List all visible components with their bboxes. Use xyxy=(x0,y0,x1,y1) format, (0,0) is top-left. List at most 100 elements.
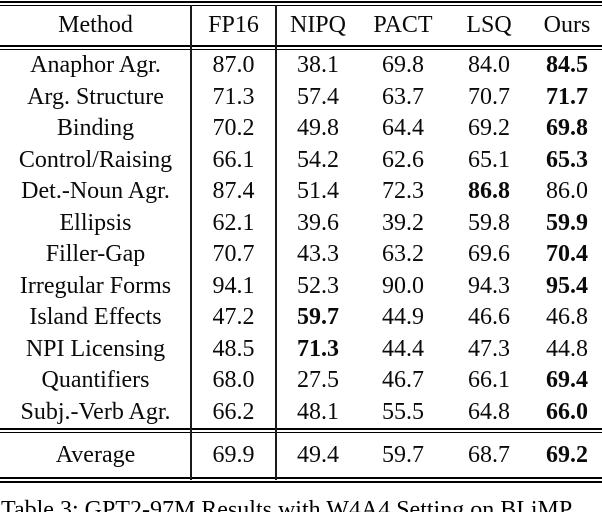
value-cell: 44.4 xyxy=(382,335,424,362)
column-header-method: Method xyxy=(58,12,133,38)
value-cell: 57.4 xyxy=(297,83,339,110)
value-cell: 87.4 xyxy=(212,178,255,204)
column-header-fp16: FP16 xyxy=(208,12,259,38)
method-cell: Control/Raising xyxy=(18,146,173,173)
method-cell: NPI Licensing xyxy=(25,335,166,362)
method-cell: Filler-Gap xyxy=(45,241,146,267)
method-cell: Island Effects xyxy=(29,304,162,330)
table-row: Arg. Structure 71.3 57.4 63.7 70.7 71.7 xyxy=(0,82,602,114)
value-cell: 51.4 xyxy=(297,178,339,204)
value-cell: 47.3 xyxy=(468,335,510,362)
value-cell: 70.2 xyxy=(212,115,255,141)
table-caption: Table 3: GPT2-97M Results with W4A4 Sett… xyxy=(1,497,576,512)
table-body: Anaphor Agr. 87.0 38.1 69.8 84.0 84.5 Ar… xyxy=(0,50,602,428)
value-cell: 44.8 xyxy=(546,335,588,362)
value-cell: 84.5 xyxy=(546,52,588,78)
value-cell: 48.1 xyxy=(297,398,339,425)
column-separator-method xyxy=(190,5,192,480)
results-table: Method FP16 NIPQ PACT LSQ Ours Anaphor A… xyxy=(0,1,602,483)
column-header-pact: PACT xyxy=(373,12,433,38)
value-cell: 39.6 xyxy=(297,209,339,236)
method-cell: Subj.-Verb Agr. xyxy=(20,398,171,425)
table-row: Filler-Gap 70.7 43.3 63.2 69.6 70.4 xyxy=(0,239,602,271)
value-cell: 66.1 xyxy=(212,146,255,173)
value-cell: 87.0 xyxy=(212,52,255,78)
table-row: Det.-Noun Agr. 87.4 51.4 72.3 86.8 86.0 xyxy=(0,176,602,208)
value-cell: 65.1 xyxy=(468,146,510,173)
value-cell: 54.2 xyxy=(297,146,339,173)
value-cell: 46.8 xyxy=(546,304,588,330)
value-cell: 68.7 xyxy=(468,442,510,468)
value-cell: 46.6 xyxy=(468,304,510,330)
method-cell: Quantifiers xyxy=(41,367,150,393)
value-cell: 63.2 xyxy=(382,241,424,267)
value-cell: 70.7 xyxy=(212,241,255,267)
value-cell: 38.1 xyxy=(297,52,339,78)
value-cell: 59.7 xyxy=(382,442,424,468)
value-cell: 69.6 xyxy=(468,241,510,267)
method-cell: Average xyxy=(55,442,136,468)
table-row: Binding 70.2 49.8 64.4 69.2 69.8 xyxy=(0,113,602,145)
value-cell: 47.2 xyxy=(212,304,255,330)
value-cell: 59.7 xyxy=(297,304,339,330)
value-cell: 68.0 xyxy=(212,367,255,393)
table-row: Ellipsis 62.1 39.6 39.2 59.8 59.9 xyxy=(0,208,602,240)
method-cell: Ellipsis xyxy=(59,209,132,236)
value-cell: 59.8 xyxy=(468,209,510,236)
table-row: Anaphor Agr. 87.0 38.1 69.8 84.0 84.5 xyxy=(0,50,602,82)
value-cell: 69.8 xyxy=(546,115,588,141)
value-cell: 72.3 xyxy=(382,178,424,204)
value-cell: 49.4 xyxy=(297,442,339,468)
column-header-ours: Ours xyxy=(543,12,591,38)
value-cell: 71.7 xyxy=(546,83,588,110)
value-cell: 70.4 xyxy=(546,241,588,267)
value-cell: 59.9 xyxy=(546,209,588,236)
method-cell: Irregular Forms xyxy=(19,272,172,299)
value-cell: 84.0 xyxy=(468,52,510,78)
method-cell: Anaphor Agr. xyxy=(30,52,161,78)
column-separator-fp16 xyxy=(275,5,277,480)
column-header-nipq: NIPQ xyxy=(289,12,346,38)
value-cell: 86.8 xyxy=(468,178,510,204)
value-cell: 66.2 xyxy=(212,398,255,425)
table-top-rule xyxy=(0,1,602,6)
table-bottom-rule xyxy=(0,477,602,483)
column-header-lsq: LSQ xyxy=(466,12,512,38)
value-cell: 39.2 xyxy=(382,209,424,236)
value-cell: 94.3 xyxy=(468,272,510,299)
value-cell: 71.3 xyxy=(212,83,255,110)
table-row: Control/Raising 66.1 54.2 62.6 65.1 65.3 xyxy=(0,145,602,177)
value-cell: 64.8 xyxy=(468,398,510,425)
value-cell: 95.4 xyxy=(546,272,588,299)
table-row: NPI Licensing 48.5 71.3 44.4 47.3 44.8 xyxy=(0,334,602,366)
header-divider-rule xyxy=(0,45,602,50)
value-cell: 62.6 xyxy=(382,146,424,173)
value-cell: 44.9 xyxy=(382,304,424,330)
value-cell: 48.5 xyxy=(212,335,255,362)
value-cell: 52.3 xyxy=(297,272,339,299)
value-cell: 64.4 xyxy=(382,115,424,141)
average-row: Average 69.9 49.4 59.7 68.7 69.2 xyxy=(0,433,602,477)
value-cell: 46.7 xyxy=(382,367,424,393)
method-cell: Binding xyxy=(56,115,135,141)
value-cell: 69.2 xyxy=(468,115,510,141)
method-cell: Det.-Noun Agr. xyxy=(21,178,170,204)
table-row: Subj.-Verb Agr. 66.2 48.1 55.5 64.8 66.0 xyxy=(0,397,602,429)
table-row: Irregular Forms 94.1 52.3 90.0 94.3 95.4 xyxy=(0,271,602,303)
value-cell: 70.7 xyxy=(468,83,510,110)
value-cell: 69.2 xyxy=(546,442,588,468)
value-cell: 62.1 xyxy=(212,209,255,236)
value-cell: 69.4 xyxy=(546,367,588,393)
value-cell: 63.7 xyxy=(382,83,424,110)
method-cell: Arg. Structure xyxy=(27,83,164,110)
value-cell: 66.1 xyxy=(468,367,510,393)
table-row: Island Effects 47.2 59.7 44.9 46.6 46.8 xyxy=(0,302,602,334)
value-cell: 49.8 xyxy=(297,115,339,141)
value-cell: 86.0 xyxy=(546,178,588,204)
value-cell: 66.0 xyxy=(546,398,588,425)
table-header-row: Method FP16 NIPQ PACT LSQ Ours xyxy=(0,6,602,45)
average-divider-rule xyxy=(0,428,602,433)
value-cell: 65.3 xyxy=(546,146,588,173)
value-cell: 27.5 xyxy=(297,367,339,393)
